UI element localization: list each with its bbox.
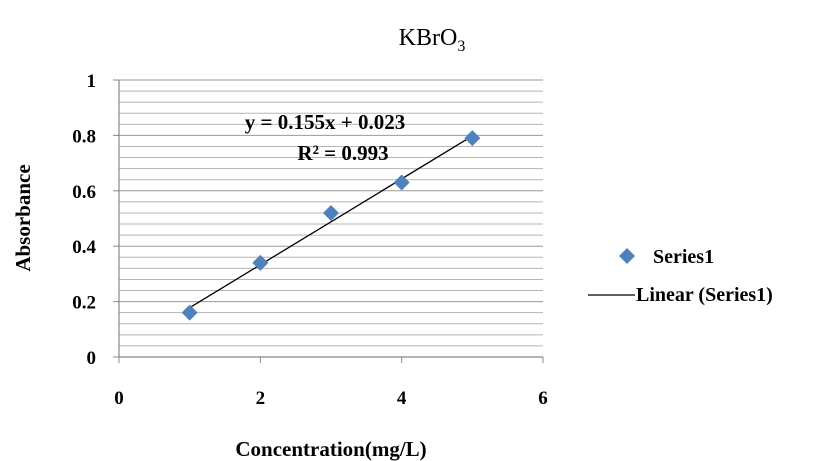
y-tick-label: 1: [87, 71, 97, 92]
data-point: [323, 204, 339, 221]
x-axis-title: Concentration(mg/L): [235, 437, 426, 461]
x-tick-label: 0: [114, 388, 124, 409]
y-tick-label: 0: [87, 348, 97, 369]
legend-series-label: Series1: [653, 246, 714, 268]
y-axis-title: Absorbance: [11, 164, 35, 271]
data-point: [464, 130, 481, 147]
chart-title: KBrO3: [399, 25, 466, 55]
trendline-r-squared: R² = 0.993: [297, 141, 388, 165]
x-tick-labels: 0 2 4 6: [114, 357, 548, 409]
data-points: [181, 130, 481, 321]
trendline: [189, 135, 473, 309]
y-tick-label: 0.6: [72, 182, 96, 203]
y-tick-label: 0.2: [72, 293, 96, 314]
data-point: [393, 174, 410, 191]
x-tick-label: 6: [538, 388, 548, 409]
x-tick-label: 2: [256, 388, 266, 409]
y-tick-label: 0.8: [72, 126, 96, 147]
trendline-equation: y = 0.155x + 0.023: [245, 110, 405, 134]
y-tick-labels: 0 0.2 0.4 0.6 0.8 1: [72, 71, 119, 369]
y-tick-label: 0.4: [72, 237, 96, 258]
legend-trendline-label: Linear (Series1): [636, 284, 773, 306]
legend: Series1 Linear (Series1): [588, 246, 773, 306]
plot-area: 0 2 4 6 0 0.2 0.4 0.6 0.8 1: [72, 71, 548, 409]
data-point: [252, 254, 269, 271]
x-tick-label: 4: [397, 388, 407, 409]
legend-diamond-marker: [619, 248, 635, 264]
data-point: [181, 304, 198, 321]
